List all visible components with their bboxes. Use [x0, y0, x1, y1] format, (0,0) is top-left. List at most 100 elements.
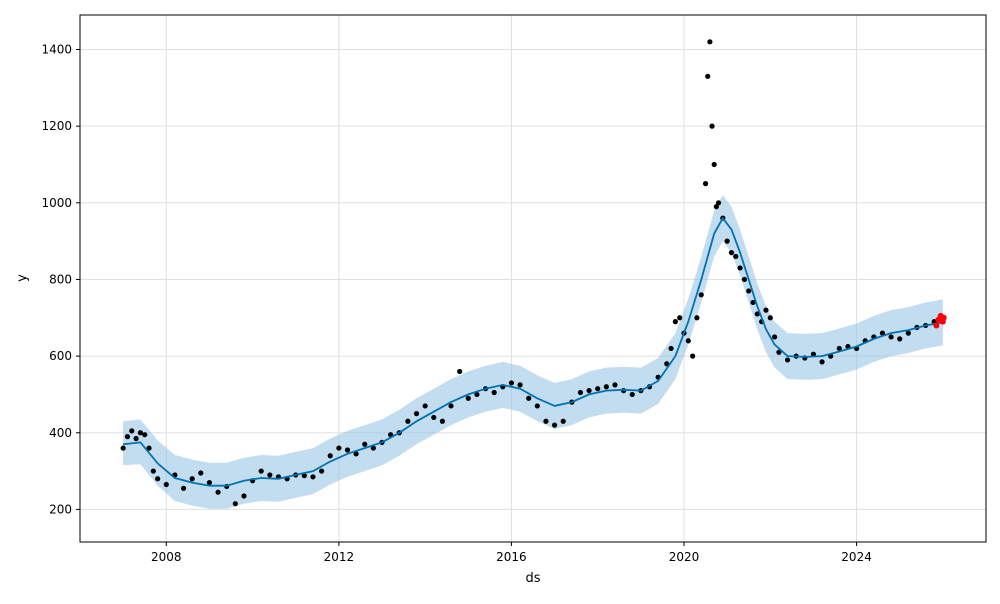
observed-point	[362, 441, 368, 447]
observed-point	[888, 334, 894, 340]
observed-point	[577, 389, 584, 396]
observed-point	[439, 418, 445, 424]
observed-point	[508, 380, 515, 386]
y-tick-label: 600	[49, 349, 72, 363]
observed-point	[705, 73, 711, 79]
observed-point	[534, 403, 540, 409]
observed-point	[206, 479, 213, 486]
y-tick-label: 1200	[41, 119, 72, 133]
observed-point	[612, 382, 618, 388]
observed-point	[301, 473, 307, 479]
observed-point	[709, 123, 715, 129]
observed-point	[526, 395, 532, 401]
observed-point	[327, 453, 333, 459]
observed-point	[690, 353, 696, 359]
observed-point	[810, 351, 817, 357]
observed-point	[836, 345, 842, 352]
y-axis-label: y	[15, 274, 30, 282]
observed-point	[629, 391, 635, 398]
y-tick-label: 1400	[41, 42, 72, 56]
observed-point	[465, 395, 471, 401]
observed-point	[772, 334, 778, 340]
observed-point	[258, 468, 264, 474]
observed-point	[146, 445, 152, 451]
observed-points-layer	[120, 39, 942, 507]
observed-point	[142, 432, 148, 438]
observed-point	[422, 403, 428, 409]
observed-point	[767, 315, 773, 321]
observed-point	[728, 250, 735, 256]
observed-point	[713, 204, 719, 210]
observed-point	[310, 474, 316, 480]
x-tick-label: 2020	[669, 550, 700, 564]
observed-point	[344, 447, 351, 453]
observed-point	[413, 411, 420, 417]
recent-points-layer	[933, 312, 947, 329]
observed-point	[133, 435, 139, 442]
observed-point	[698, 292, 704, 298]
forecast-line-layer	[122, 216, 944, 487]
observed-point	[741, 276, 748, 283]
observed-point	[668, 345, 674, 352]
observed-point	[124, 434, 131, 440]
observed-point	[319, 468, 325, 474]
y-tick-label: 800	[49, 272, 72, 286]
observed-point	[897, 336, 903, 342]
x-tick-label: 2012	[324, 550, 355, 564]
observed-point	[163, 481, 169, 488]
plot-frame	[79, 14, 987, 543]
observed-point	[685, 338, 691, 344]
observed-point	[241, 493, 247, 499]
observed-point	[737, 265, 743, 271]
x-tick-label: 2024	[841, 550, 872, 564]
observed-point	[603, 384, 609, 390]
observed-point	[180, 485, 187, 491]
observed-point	[457, 368, 463, 375]
observed-point	[543, 418, 549, 424]
observed-point	[672, 319, 678, 325]
observed-point	[491, 389, 497, 396]
observed-point	[155, 476, 161, 482]
recent-point	[940, 314, 947, 321]
observed-point	[746, 288, 752, 294]
uncertainty-band	[123, 195, 943, 509]
observed-point	[232, 501, 238, 507]
uncertainty-band-layer	[123, 195, 943, 509]
y-tick-label: 400	[49, 426, 72, 440]
recent-point	[933, 322, 940, 329]
observed-point	[784, 357, 791, 363]
observed-point	[129, 428, 135, 434]
x-tick-label: 2008	[151, 550, 182, 564]
observed-point	[733, 253, 739, 260]
observed-point	[336, 445, 342, 451]
observed-point	[474, 391, 480, 398]
observed-point	[694, 315, 700, 321]
observed-point	[879, 330, 886, 336]
observed-point	[754, 311, 760, 317]
observed-point	[595, 386, 601, 392]
x-axis-label: ds	[525, 571, 540, 586]
observed-point	[715, 200, 722, 206]
observed-point	[353, 451, 359, 457]
observed-point	[405, 418, 411, 424]
observed-point	[448, 403, 454, 409]
observed-point	[137, 430, 143, 436]
observed-point	[120, 445, 126, 451]
observed-point	[267, 472, 273, 478]
observed-point	[763, 307, 769, 313]
observed-point	[702, 181, 709, 187]
observed-point	[551, 422, 558, 428]
observed-point	[750, 299, 756, 306]
x-axis-ticks: 2008 2012 2016 2020 2024	[151, 542, 872, 564]
forecast-line	[122, 216, 944, 487]
observed-point	[819, 359, 825, 365]
observed-point	[586, 388, 592, 394]
x-tick-label: 2016	[496, 550, 527, 564]
observed-point	[517, 382, 523, 388]
observed-point	[198, 470, 204, 476]
observed-point	[724, 238, 730, 244]
observed-point	[677, 315, 683, 321]
observed-point	[560, 418, 566, 424]
